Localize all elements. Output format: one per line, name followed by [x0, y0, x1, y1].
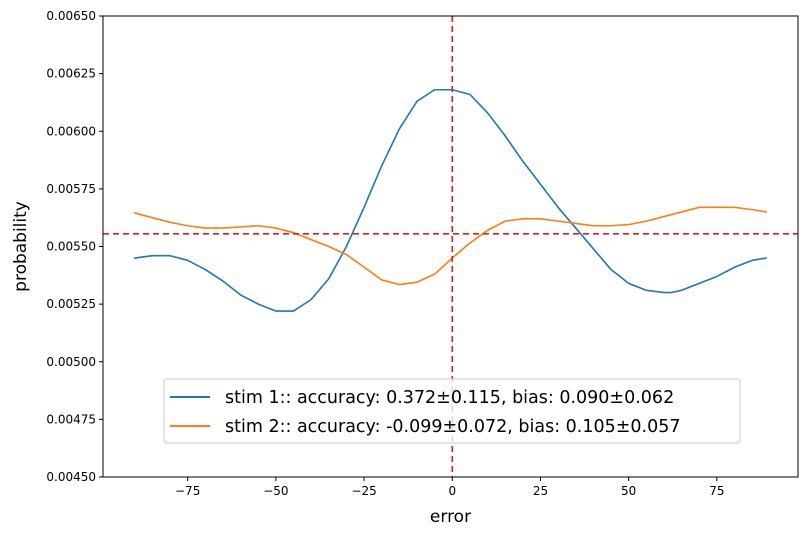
y-tick-label: 0.00450	[46, 470, 96, 484]
legend-box	[163, 378, 741, 444]
plot-frame	[102, 15, 799, 478]
y-tick-label: 0.00600	[46, 124, 96, 138]
y-tick-label: 0.00625	[46, 67, 96, 81]
x-axis-ticks: −75 −50 −25 0 25 50 75	[175, 477, 724, 498]
x-tick-label: −50	[263, 484, 288, 498]
x-tick-label: 50	[621, 484, 636, 498]
y-tick-label: 0.00575	[46, 182, 96, 196]
legend-label-stim-2: stim 2:: accuracy: -0.099±0.072, bias: 0…	[225, 417, 681, 437]
x-tick-label: 0	[448, 484, 456, 498]
y-tick-label: 0.00550	[46, 240, 96, 254]
y-axis-label: probability	[11, 201, 31, 292]
x-tick-label: −75	[175, 484, 200, 498]
legend: stim 1:: accuracy: 0.372±0.115, bias: 0.…	[163, 378, 741, 444]
y-tick-label: 0.00475	[46, 412, 96, 426]
legend-label-stim-1: stim 1:: accuracy: 0.372±0.115, bias: 0.…	[225, 388, 674, 408]
y-tick-label: 0.00525	[46, 297, 96, 311]
y-tick-label: 0.00500	[46, 355, 96, 369]
y-tick-label: 0.00650	[46, 9, 96, 23]
x-tick-label: −25	[351, 484, 376, 498]
x-tick-label: 25	[533, 484, 548, 498]
y-axis-ticks: 0.00450 0.00475 0.00500 0.00525 0.00550 0.005…	[46, 9, 103, 484]
x-axis-label: error	[430, 507, 471, 527]
x-tick-label: 75	[709, 484, 724, 498]
